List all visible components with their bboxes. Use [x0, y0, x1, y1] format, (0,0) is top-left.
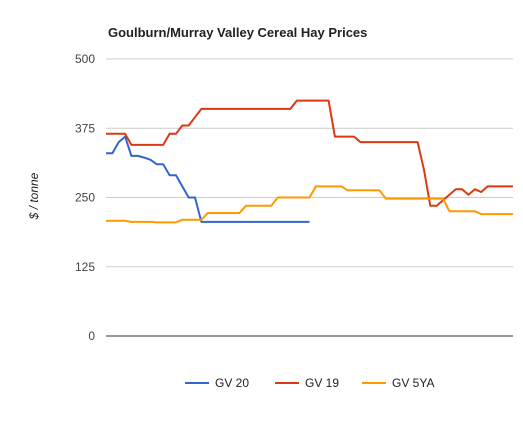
series-line-gv-5ya	[106, 185, 513, 224]
y-axis-label: $ / tonne	[27, 172, 41, 220]
y-tick-label: 0	[88, 329, 95, 343]
y-tick-label: 375	[75, 121, 95, 135]
legend-label-gv-5ya: GV 5YA	[392, 376, 434, 390]
legend-label-gv-20: GV 20	[215, 376, 249, 390]
chart-title: Goulburn/Murray Valley Cereal Hay Prices	[108, 25, 367, 40]
legend-label-gv-19: GV 19	[305, 376, 339, 390]
legend: GV 20 GV 19 GV 5YA	[185, 376, 434, 390]
y-tick-label: 125	[75, 260, 95, 274]
y-tick-label: 250	[75, 191, 95, 205]
y-tick-label: 500	[75, 52, 95, 66]
y-axis-ticks: 0 125 250 375 500	[75, 52, 95, 343]
series-lines	[106, 99, 513, 224]
series-line-gv-19	[106, 99, 513, 207]
series-line-gv-20	[106, 135, 310, 223]
